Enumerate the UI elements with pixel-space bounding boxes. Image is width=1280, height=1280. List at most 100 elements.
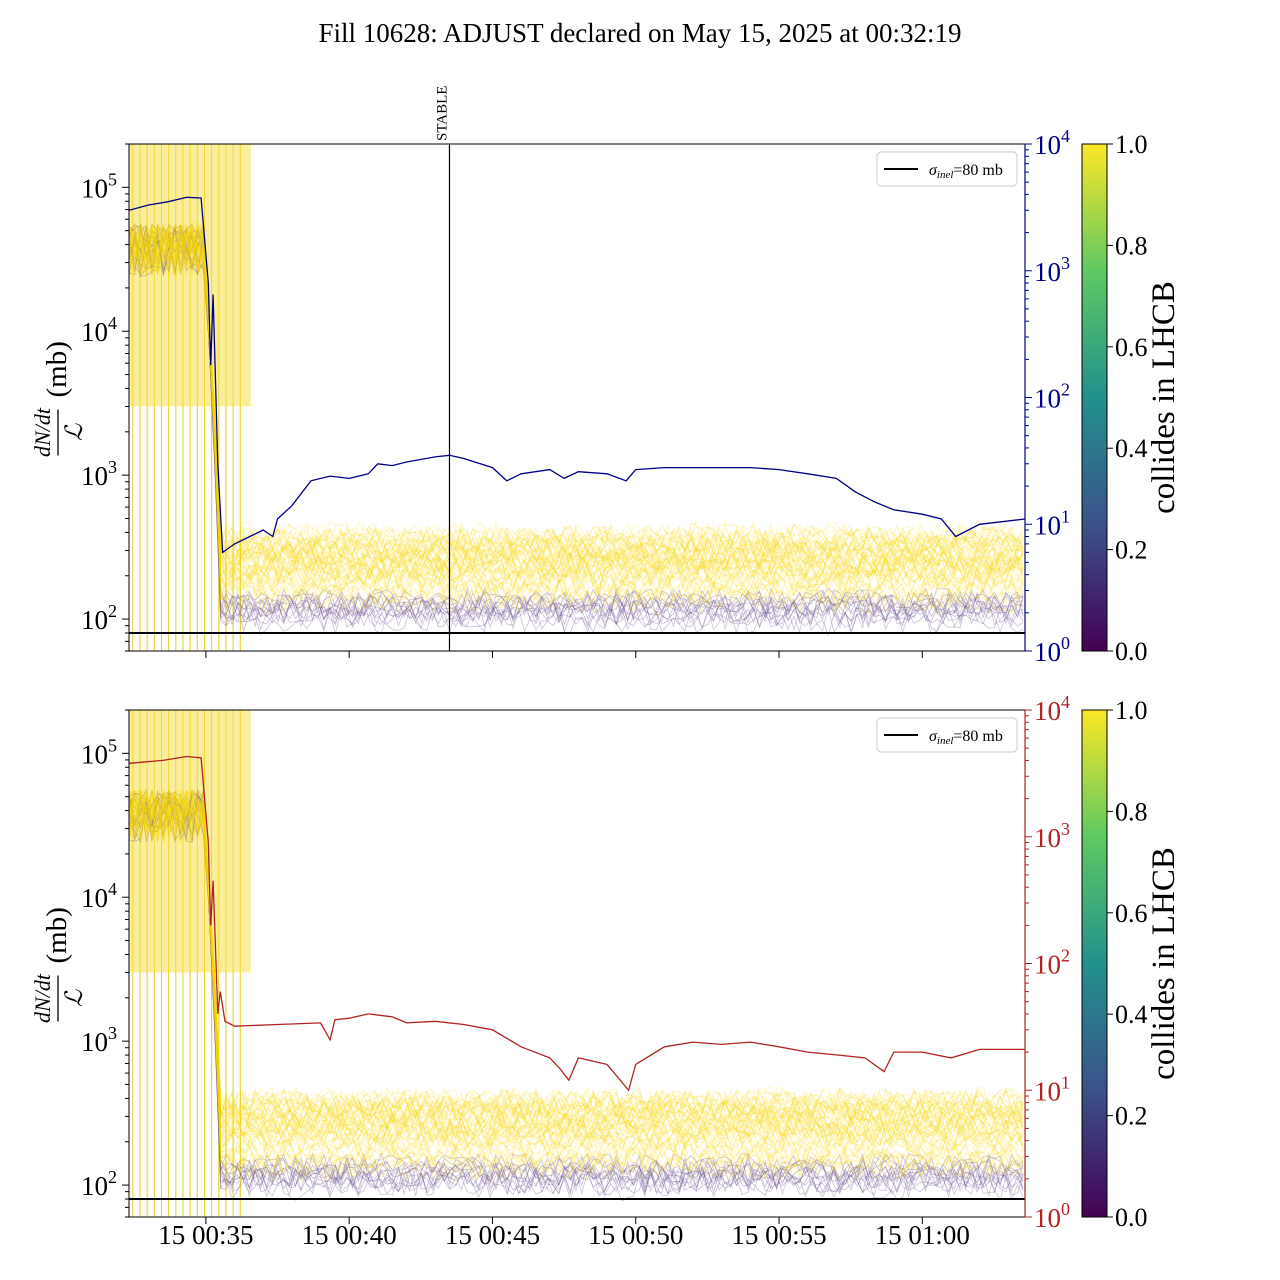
bunch-trace [129,790,1024,1118]
left-tick-label: 105 [81,735,117,769]
y-axis-label: dN/dt ℒ (mb) [30,341,88,457]
bunch-trace [129,791,1024,1191]
bunch-trace [129,790,1024,1161]
bunch-trace [129,225,1024,557]
right-tick-label: 104 [1034,692,1070,726]
bunch-trace [129,791,1024,1171]
left-y-axis: 102 103 104 105 [81,143,129,652]
right-tick-label: 103 [1034,819,1070,853]
left-tick-label: 102 [81,1167,117,1201]
bunch-trace [129,222,1024,622]
bunch-trace [129,789,1024,1142]
bunch-trace [129,790,1024,1159]
bunch-trace [129,222,1024,584]
bunch-trace [129,789,1024,1119]
bunch-trace [129,224,1024,555]
bunch-trace [129,223,1024,563]
bunch-trace [129,791,1024,1202]
bunch-trace [129,224,1024,573]
left-tick-label: 104 [81,313,117,347]
colorbar: 0.0 0.2 0.4 0.6 0.8 1.0 collides in LHCB [1081,130,1182,666]
bunch-trace [129,223,1024,599]
bunch-trace [129,792,1024,1195]
bunch-trace [129,790,1024,1177]
bunch-trace [129,789,1024,1149]
bunch-trace [129,789,1024,1137]
left-tick-label: 105 [81,169,117,203]
bunch-trace [129,789,1024,1183]
bunch-trace [129,789,1024,1183]
right-tick-label: 102 [1034,946,1070,980]
bunch-trace [129,224,1024,596]
legend-label: σinel=80 mb [929,162,1003,181]
bunch-trace [129,223,1024,552]
bunch-trace [129,789,1024,1148]
x-tick-label: 15 01:00 [875,1220,970,1250]
bunch-trace [129,790,1024,1129]
bunch-trace [129,225,1024,579]
bunch-trace [129,791,1024,1145]
colorbar-tick-label: 0.0 [1115,1203,1148,1232]
x-tick-label: 15 00:45 [445,1220,540,1250]
bunch-trace [129,796,1024,1181]
bunch-trace [129,791,1024,1130]
bunch-trace [129,793,1024,1188]
bunch-trace [129,223,1024,572]
bunch-trace [129,224,1024,569]
y-label-denominator: ℒ [62,423,88,441]
right-tick-label: 101 [1034,506,1070,540]
bunch-trace [129,788,1024,1125]
bunch-trace [129,791,1024,1171]
bunch-trace [129,225,1024,617]
bunch-trace [129,789,1024,1116]
bunch-trace [129,224,1024,631]
colorbar-gradient [1081,709,1108,1218]
colorbar-gradient [1081,143,1108,652]
colorbar-label: collides in LHCB [1146,847,1182,1080]
right-y-axis: 100 101 102 103 104 [1025,126,1070,667]
early-spike-traces [129,144,251,651]
y-label-unit: (mb) [41,341,73,397]
bunch-trace [129,790,1024,1197]
bunch-trace [129,790,1024,1121]
bunch-trace [129,224,1024,603]
bunch-trace [129,789,1024,1131]
bunch-trace [129,228,1024,625]
bunch-trace [129,227,1024,582]
bunch-trace [129,224,1024,575]
x-tick-label: 15 00:40 [302,1220,397,1250]
bunch-trace [129,223,1024,564]
bunch-trace [129,226,1024,554]
bunch-trace [129,227,1024,576]
bunch-trace [129,788,1024,1123]
bunch-trace [129,791,1024,1131]
right-tick-label: 101 [1034,1072,1070,1106]
bunch-trace [129,790,1024,1158]
bunch-trace [129,223,1024,564]
bunch-trace [129,791,1024,1142]
bunch-trace [129,796,1024,1134]
bunch-trace [129,226,1024,588]
bunch-trace [129,794,1024,1138]
legend: σinel=80 mb [876,151,1018,187]
bunch-trace [129,227,1024,622]
left-tick-label: 104 [81,879,117,913]
right-tick-label: 104 [1034,126,1070,160]
bunch-trace [129,222,1024,580]
plot-area [129,710,1025,1217]
y-label-numerator: dN/dt [30,973,55,1023]
bunch-trace [129,223,1024,619]
bunch-trace [129,224,1024,624]
bunch-trace [129,226,1024,606]
right-y-axis: 100 101 102 103 104 [1025,692,1070,1233]
bunch-trace [129,223,1024,566]
bunch-trace [129,227,1024,594]
stable-marker-label: STABLE [434,86,450,141]
bunch-trace [129,225,1024,583]
right-tick-label: 103 [1034,253,1070,287]
series-line-right-axis [129,755,1025,1092]
x-tick-label: 15 00:55 [731,1220,826,1250]
bunch-trace [129,225,1024,555]
bunch-trace [129,788,1024,1118]
